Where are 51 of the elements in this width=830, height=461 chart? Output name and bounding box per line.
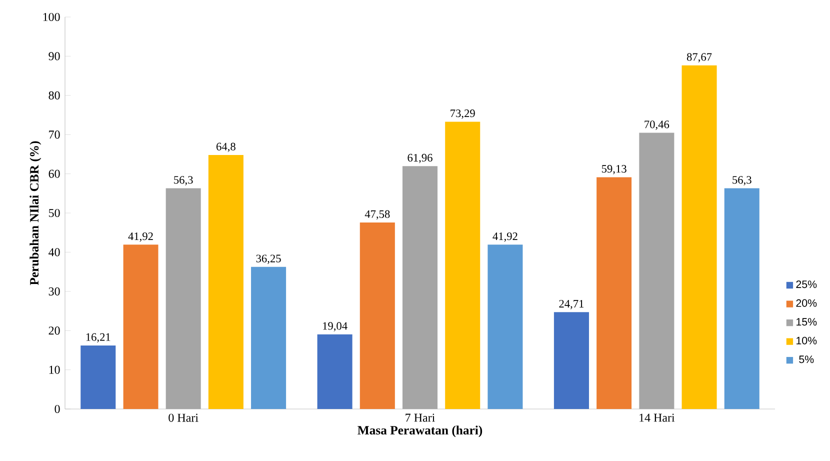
x-axis-title: Masa Perawatan (hari) — [358, 426, 482, 438]
x-tick-label: 14 Hari — [640, 414, 675, 422]
legend-label: 15% — [796, 318, 817, 326]
y-tick-label: 90 — [48, 52, 60, 60]
x-tick-label: 7 Hari — [406, 414, 435, 422]
legend-label: 25% — [796, 280, 817, 288]
bar — [445, 122, 480, 409]
y-tick-label: 80 — [48, 91, 60, 100]
bar — [488, 244, 523, 409]
y-tick-label: 30 — [48, 287, 60, 296]
y-axis-title: Perubahan NIlai CBR (%) — [30, 141, 42, 286]
bar — [123, 244, 158, 409]
bar — [251, 266, 286, 409]
bar — [639, 132, 674, 409]
data-label: 19,04 — [323, 322, 348, 332]
bar — [724, 188, 760, 409]
bar — [208, 154, 244, 409]
bar — [402, 166, 438, 409]
y-tick-label: 50 — [48, 208, 60, 218]
x-tick-label: 0 Hari — [168, 414, 198, 422]
y-tick-label: 100 — [43, 12, 60, 22]
y-tick-label: 20 — [48, 326, 60, 335]
data-label: 73,29 — [450, 110, 475, 119]
data-label: 64,8 — [216, 142, 236, 152]
data-label: 61,96 — [408, 154, 432, 164]
data-label: 41,92 — [492, 232, 518, 242]
legend-label: 20% — [796, 299, 817, 307]
bar — [554, 312, 589, 409]
data-label: 87,67 — [686, 53, 712, 62]
y-tick-label: 10 — [49, 366, 60, 374]
y-tick-label: 40 — [48, 248, 60, 256]
bar — [682, 65, 717, 409]
data-label: 41,92 — [128, 232, 153, 242]
bar — [166, 188, 201, 409]
y-tick-label: 60 — [48, 170, 60, 178]
data-label: 24,71 — [559, 300, 584, 310]
y-tick-label: 0 — [54, 404, 60, 414]
data-label: 70,46 — [644, 120, 670, 130]
data-label: 56,3 — [174, 176, 193, 186]
legend-label: 5% — [799, 356, 814, 364]
bar — [317, 334, 352, 409]
y-tick-label: 70 — [49, 130, 60, 139]
data-label: 36,25 — [256, 254, 281, 264]
data-label: 56,3 — [732, 176, 752, 186]
data-label: 16,21 — [86, 333, 110, 343]
bar — [360, 222, 395, 409]
bar — [80, 345, 116, 409]
legend-label: 10% — [796, 336, 817, 344]
bar — [596, 177, 632, 409]
data-label: 59,13 — [602, 165, 626, 174]
data-label: 47,58 — [364, 210, 390, 220]
